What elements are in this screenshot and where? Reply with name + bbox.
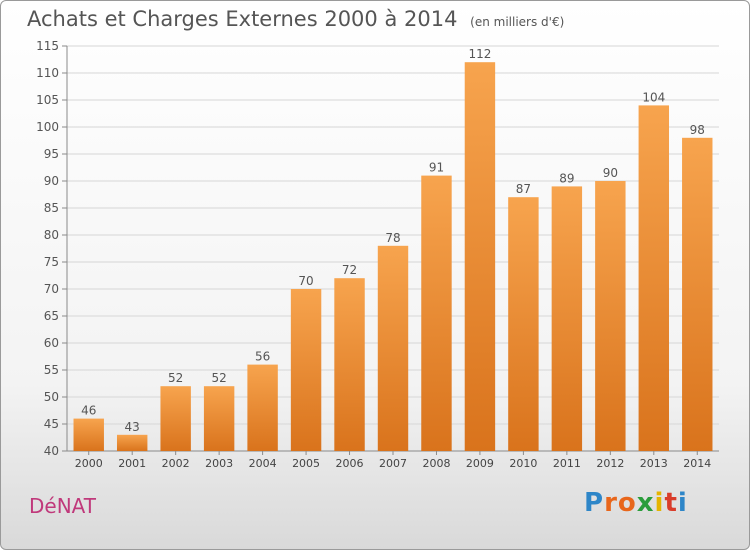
y-tick-label: 110 — [36, 66, 59, 80]
y-tick-label: 100 — [36, 120, 59, 134]
x-tick-label: 2000 — [75, 457, 103, 470]
x-tick-label: 2001 — [118, 457, 146, 470]
y-tick-label: 115 — [36, 39, 59, 53]
bar — [595, 181, 626, 451]
logo-letter: x — [636, 488, 655, 518]
bar — [551, 186, 583, 451]
x-tick-label: 2013 — [640, 457, 668, 470]
bar — [203, 386, 235, 451]
bar-value-label: 43 — [125, 420, 140, 434]
x-tick-label: 2010 — [509, 457, 537, 470]
y-tick-label: 65 — [44, 309, 59, 323]
logo-letter: i — [654, 488, 665, 518]
bar — [638, 105, 670, 452]
bar-value-label: 72 — [342, 263, 357, 277]
bar — [73, 418, 104, 451]
chart-title-text: Achats et Charges Externes 2000 à 2014 — [27, 7, 458, 31]
bar-value-label: 52 — [211, 371, 226, 385]
logo-letter: P — [584, 488, 605, 518]
bar-value-label: 91 — [429, 161, 444, 175]
bar-value-label: 89 — [559, 171, 574, 185]
x-tick-label: 2011 — [553, 457, 581, 470]
x-tick-label: 2007 — [379, 457, 407, 470]
logo-letter: r — [604, 488, 618, 518]
bar — [682, 137, 713, 452]
x-tick-label: 2009 — [466, 457, 494, 470]
y-tick-label: 55 — [44, 363, 59, 377]
bar-value-label: 56 — [255, 350, 270, 364]
chart-title: Achats et Charges Externes 2000 à 2014 (… — [27, 7, 564, 31]
bar — [421, 175, 452, 451]
bar-value-label: 78 — [385, 231, 400, 245]
y-tick-label: 75 — [44, 255, 59, 269]
y-tick-label: 105 — [36, 93, 59, 107]
bar-value-label: 70 — [298, 274, 313, 288]
bar-value-label: 46 — [81, 404, 96, 418]
y-tick-label: 60 — [44, 336, 59, 350]
bar-value-label: 112 — [468, 47, 491, 61]
x-tick-label: 2006 — [336, 457, 364, 470]
bar — [160, 386, 191, 451]
bar — [377, 245, 409, 451]
bar — [508, 197, 539, 451]
x-tick-label: 2005 — [292, 457, 320, 470]
bar-value-label: 90 — [603, 166, 618, 180]
y-tick-label: 70 — [44, 282, 59, 296]
y-tick-label: 40 — [44, 444, 59, 458]
proxiti-logo[interactable]: Proxiti — [584, 488, 688, 518]
commune-name: DéNAT — [29, 494, 97, 518]
logo-letter: o — [617, 488, 637, 518]
x-tick-label: 2014 — [683, 457, 711, 470]
bar-value-label: 52 — [168, 371, 183, 385]
bar — [116, 434, 148, 451]
bar — [247, 364, 278, 451]
bar — [334, 278, 365, 451]
bar-value-label: 87 — [516, 182, 531, 196]
chart-unit-note: (en milliers d'€) — [470, 15, 565, 29]
y-tick-label: 95 — [44, 147, 59, 161]
x-tick-label: 2012 — [596, 457, 624, 470]
y-tick-label: 90 — [44, 174, 59, 188]
bar — [464, 62, 496, 451]
x-tick-label: 2003 — [205, 457, 233, 470]
y-tick-label: 45 — [44, 417, 59, 431]
label-layer: 46 2000 43 2001 52 2002 52 2003 56 2004 70 2005 72 20… — [75, 47, 712, 470]
bar-value-label: 98 — [690, 123, 705, 137]
bar-layer — [73, 62, 713, 452]
y-tick-label: 80 — [44, 228, 59, 242]
bar — [290, 289, 322, 451]
logo-letter: t — [664, 488, 678, 518]
x-tick-label: 2004 — [249, 457, 277, 470]
logo-letter: i — [677, 488, 688, 518]
y-tick-label: 50 — [44, 390, 59, 404]
x-tick-label: 2002 — [162, 457, 190, 470]
y-tick-label: 85 — [44, 201, 59, 215]
x-tick-label: 2008 — [422, 457, 450, 470]
bar-value-label: 104 — [642, 90, 665, 104]
